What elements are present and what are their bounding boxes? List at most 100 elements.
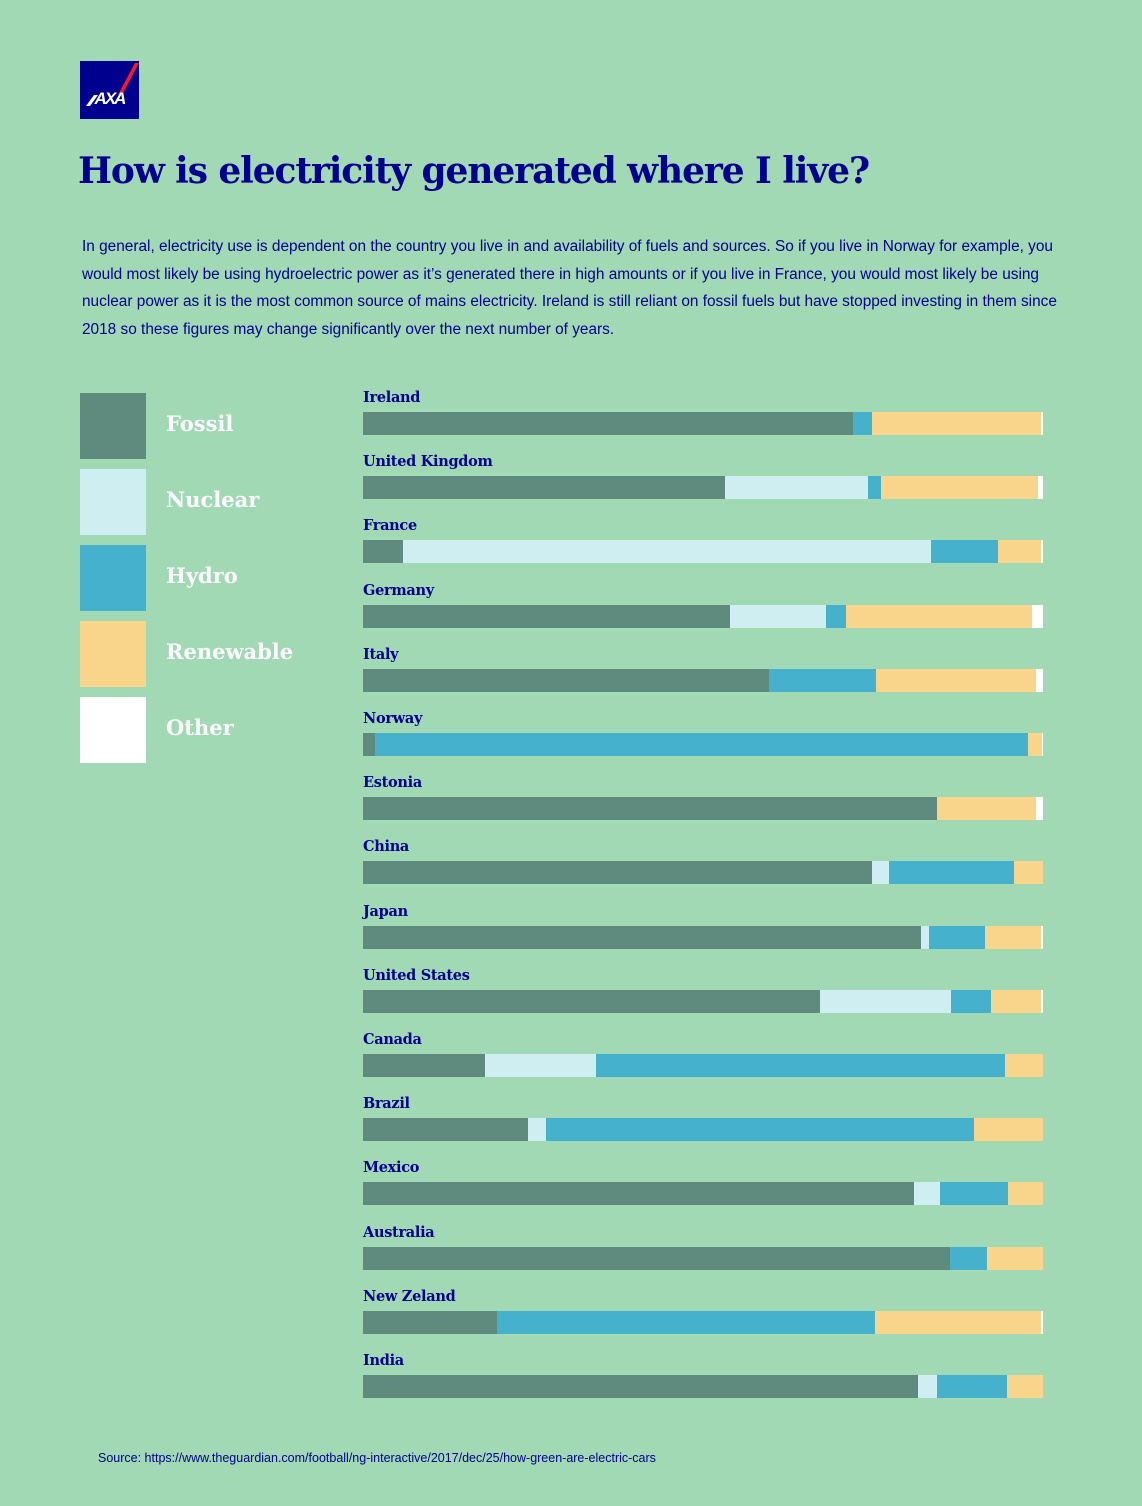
bar-segment-japan-hydro: [928, 926, 986, 949]
stacked-bar-france: [363, 540, 1043, 563]
category-label-estonia: Estonia: [363, 774, 422, 791]
bar-row-japan: Japan: [363, 901, 1043, 951]
stacked-bar-estonia: [363, 797, 1043, 820]
bar-segment-france-hydro: [930, 540, 999, 563]
bar-segment-india-renewable: [1006, 1375, 1043, 1398]
bar-segment-canada-hydro: [596, 1054, 1005, 1077]
stacked-bar-australia: [363, 1247, 1043, 1270]
category-label-new-zeland: New Zeland: [363, 1288, 456, 1305]
bar-segment-germany-hydro: [826, 605, 846, 628]
bar-segment-ireland-other: [1040, 412, 1043, 435]
bar-segment-germany-fossil: [363, 605, 731, 628]
legend-item-renewable: Renewable: [80, 621, 340, 687]
bar-segment-united-states-other: [1040, 990, 1043, 1013]
stacked-bar-italy: [363, 669, 1043, 692]
bar-row-mexico: Mexico: [363, 1157, 1043, 1207]
bar-segment-ireland-hydro: [852, 412, 873, 435]
category-label-india: India: [363, 1352, 404, 1369]
bar-segment-united-kingdom-fossil: [363, 476, 726, 499]
source-note: Source: https://www.theguardian.com/foot…: [98, 1451, 656, 1465]
bar-row-estonia: Estonia: [363, 772, 1043, 822]
bar-segment-mexico-nuclear: [913, 1182, 940, 1205]
bar-row-ireland: Ireland: [363, 387, 1043, 437]
legend-swatch-fossil: [80, 393, 146, 459]
intro-paragraph: In general, electricity use is dependent…: [82, 238, 1057, 338]
axa-logo-text: AXA: [94, 89, 127, 108]
stacked-bar-norway: [363, 733, 1043, 756]
legend-item-nuclear: Nuclear: [80, 469, 340, 535]
category-label-germany: Germany: [363, 582, 434, 599]
category-label-mexico: Mexico: [363, 1159, 420, 1176]
bar-row-france: France: [363, 515, 1043, 565]
bar-segment-australia-fossil: [363, 1247, 950, 1270]
legend-label-fossil: Fossil: [166, 411, 234, 436]
bar-segment-china-fossil: [363, 861, 872, 884]
bar-segment-france-other: [1040, 540, 1043, 563]
legend-label-renewable: Renewable: [166, 639, 294, 664]
bar-segment-china-nuclear: [871, 861, 889, 884]
legend-item-hydro: Hydro: [80, 545, 340, 611]
bar-segment-france-renewable: [998, 540, 1041, 563]
category-label-canada: Canada: [363, 1031, 422, 1048]
bar-row-india: India: [363, 1350, 1043, 1400]
bar-row-australia: Australia: [363, 1222, 1043, 1272]
axa-logo-mark: AXA: [86, 63, 139, 108]
legend-label-nuclear: Nuclear: [166, 487, 260, 512]
legend-item-other: Other: [80, 697, 340, 763]
bar-segment-united-kingdom-other: [1037, 476, 1043, 499]
stacked-bar-japan: [363, 926, 1043, 949]
page-title: How is electricity generated where I liv…: [78, 150, 870, 192]
bar-segment-norway-fossil: [363, 733, 376, 756]
bar-segment-france-nuclear: [403, 540, 931, 563]
bar-segment-india-nuclear: [917, 1375, 937, 1398]
bar-segment-japan-other: [1040, 926, 1043, 949]
bar-row-brazil: Brazil: [363, 1093, 1043, 1143]
stacked-bar-mexico: [363, 1182, 1043, 1205]
bar-segment-ireland-renewable: [872, 412, 1041, 435]
stacked-bar-chart: Ireland United Kingdom France Germany Italy N…: [363, 387, 1043, 1417]
bar-segment-estonia-fossil: [363, 797, 937, 820]
bar-segment-new-zeland-hydro: [496, 1311, 876, 1334]
legend-swatch-renewable: [80, 621, 146, 687]
stacked-bar-united-kingdom: [363, 476, 1043, 499]
bar-segment-italy-renewable: [876, 669, 1037, 692]
bar-segment-new-zeland-renewable: [875, 1311, 1041, 1334]
stacked-bar-new-zeland: [363, 1311, 1043, 1334]
bar-segment-new-zeland-fossil: [363, 1311, 497, 1334]
legend-label-other: Other: [166, 715, 234, 740]
bar-segment-united-states-nuclear: [819, 990, 952, 1013]
bar-segment-mexico-renewable: [1007, 1182, 1043, 1205]
bar-row-italy: Italy: [363, 644, 1043, 694]
bar-segment-united-kingdom-nuclear: [725, 476, 869, 499]
bar-segment-germany-nuclear: [730, 605, 827, 628]
bar-segment-australia-hydro: [949, 1247, 988, 1270]
legend-swatch-nuclear: [80, 469, 146, 535]
bar-segment-norway-hydro: [375, 733, 1029, 756]
stacked-bar-china: [363, 861, 1043, 884]
bar-segment-norway-other: [1042, 733, 1043, 756]
bar-segment-estonia-other: [1036, 797, 1043, 820]
bar-row-united-kingdom: United Kingdom: [363, 451, 1043, 501]
bar-segment-mexico-hydro: [939, 1182, 1008, 1205]
bar-segment-united-states-renewable: [991, 990, 1041, 1013]
bar-segment-germany-renewable: [845, 605, 1033, 628]
bar-segment-brazil-fossil: [363, 1118, 529, 1141]
bar-row-china: China: [363, 836, 1043, 886]
legend: Fossil Nuclear Hydro Renewable Other: [80, 393, 340, 773]
stacked-bar-canada: [363, 1054, 1043, 1077]
axa-logo: AXA: [80, 61, 139, 119]
stacked-bar-united-states: [363, 990, 1043, 1013]
bar-segment-australia-renewable: [987, 1247, 1043, 1270]
category-label-italy: Italy: [363, 646, 399, 663]
bar-row-norway: Norway: [363, 708, 1043, 758]
bar-segment-canada-nuclear: [484, 1054, 597, 1077]
bar-segment-italy-fossil: [363, 669, 769, 692]
bar-segment-norway-renewable: [1028, 733, 1043, 756]
stacked-bar-germany: [363, 605, 1043, 628]
legend-swatch-hydro: [80, 545, 146, 611]
bar-segment-italy-hydro: [768, 669, 877, 692]
bar-segment-france-fossil: [363, 540, 404, 563]
stacked-bar-india: [363, 1375, 1043, 1398]
bar-segment-united-states-fossil: [363, 990, 820, 1013]
category-label-ireland: Ireland: [363, 389, 421, 406]
